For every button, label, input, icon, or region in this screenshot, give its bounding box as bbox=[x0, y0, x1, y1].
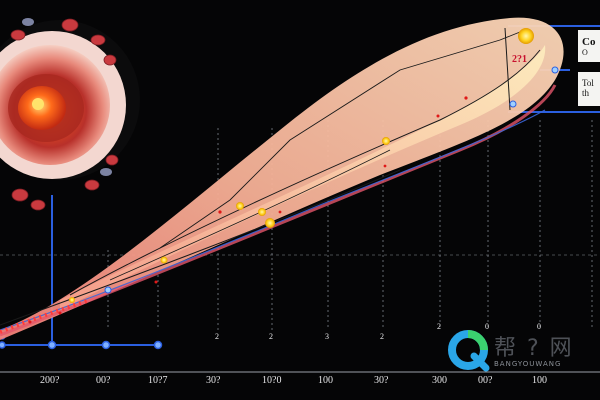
plume bbox=[0, 17, 564, 341]
x-tick-label: 100 bbox=[318, 375, 333, 386]
x-tick-label: 10?0 bbox=[262, 375, 282, 386]
yellow-markers bbox=[69, 28, 534, 303]
callout-middle: Tol th bbox=[578, 72, 600, 106]
top-tick-label: 0 bbox=[537, 322, 541, 331]
callout-top-line2: O bbox=[582, 48, 588, 57]
top-tick-label: 2 bbox=[269, 332, 273, 341]
top-tick-label: 2 bbox=[215, 332, 219, 341]
x-tick-label: 10?7 bbox=[148, 375, 168, 386]
top-tick-label: 2 bbox=[380, 332, 384, 341]
top-tick-label: 0 bbox=[485, 322, 489, 331]
plume-label: 2?1 bbox=[512, 54, 527, 65]
x-tick-label: 30? bbox=[374, 375, 389, 386]
blue-markers bbox=[104, 66, 559, 294]
callout-middle-line1: Tol bbox=[582, 78, 594, 88]
x-tick-label: 00? bbox=[96, 375, 111, 386]
callout-middle-line2: th bbox=[582, 88, 590, 98]
watermark-latin: BANGYOUWANG bbox=[494, 360, 562, 368]
watermark: 帮 ? 网 BANGYOUWANG bbox=[446, 328, 596, 376]
x-tick-label: 200? bbox=[40, 375, 60, 386]
top-tick-label: 3 bbox=[325, 332, 329, 341]
x-tick-label: 300 bbox=[432, 375, 447, 386]
callout-top-line1: Co bbox=[582, 36, 596, 48]
x-tick-label: 100 bbox=[532, 375, 547, 386]
x-tick-label: 30? bbox=[206, 375, 221, 386]
top-tick-label: 2 bbox=[437, 322, 441, 331]
watermark-chinese: 帮 ? 网 bbox=[494, 336, 574, 361]
q-logo-icon bbox=[448, 330, 490, 372]
axis-nodes bbox=[0, 332, 163, 350]
cell-illustration bbox=[0, 18, 140, 211]
red-specks bbox=[28, 96, 468, 324]
callout-top: Co O bbox=[578, 30, 600, 62]
x-tick-label: 00? bbox=[478, 375, 493, 386]
